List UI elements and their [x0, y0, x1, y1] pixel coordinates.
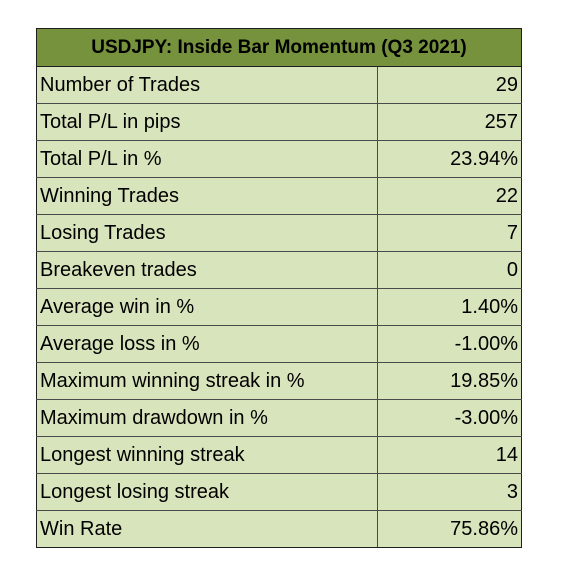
row-value: 7	[376, 214, 523, 252]
table-row: Winning Trades 22	[36, 177, 523, 215]
row-value: 1.40%	[376, 288, 523, 326]
table-row: Win Rate 75.86%	[36, 510, 523, 548]
row-label: Breakeven trades	[36, 251, 378, 289]
row-value: 0	[376, 251, 523, 289]
row-label: Maximum winning streak in %	[36, 362, 378, 400]
row-label: Winning Trades	[36, 177, 378, 215]
row-label: Average win in %	[36, 288, 378, 326]
row-value: 3	[376, 473, 523, 511]
table-row: Average win in % 1.40%	[36, 288, 523, 326]
table-title: USDJPY: Inside Bar Momentum (Q3 2021)	[36, 28, 522, 67]
row-value: -1.00%	[376, 325, 523, 363]
table-row: Maximum winning streak in % 19.85%	[36, 362, 523, 400]
table-row: Longest losing streak 3	[36, 473, 523, 511]
row-value: 23.94%	[376, 140, 523, 178]
table-row: Longest winning streak 14	[36, 436, 523, 474]
row-label: Total P/L in pips	[36, 103, 378, 141]
row-value: 75.86%	[376, 510, 523, 548]
row-value: 14	[376, 436, 523, 474]
row-value: 22	[376, 177, 523, 215]
row-value: 29	[376, 66, 523, 104]
table-row: Maximum drawdown in % -3.00%	[36, 399, 523, 437]
row-value: 257	[376, 103, 523, 141]
table-row: Breakeven trades 0	[36, 251, 523, 289]
row-label: Win Rate	[36, 510, 378, 548]
row-label: Maximum drawdown in %	[36, 399, 378, 437]
row-value: 19.85%	[376, 362, 523, 400]
row-label: Longest winning streak	[36, 436, 378, 474]
stats-table: USDJPY: Inside Bar Momentum (Q3 2021) Nu…	[36, 28, 523, 548]
table-row: Losing Trades 7	[36, 214, 523, 252]
table-row: Total P/L in % 23.94%	[36, 140, 523, 178]
table-row: Average loss in % -1.00%	[36, 325, 523, 363]
row-label: Number of Trades	[36, 66, 378, 104]
row-value: -3.00%	[376, 399, 523, 437]
table-row: Number of Trades 29	[36, 66, 523, 104]
row-label: Total P/L in %	[36, 140, 378, 178]
row-label: Average loss in %	[36, 325, 378, 363]
table-row: Total P/L in pips 257	[36, 103, 523, 141]
row-label: Longest losing streak	[36, 473, 378, 511]
row-label: Losing Trades	[36, 214, 378, 252]
